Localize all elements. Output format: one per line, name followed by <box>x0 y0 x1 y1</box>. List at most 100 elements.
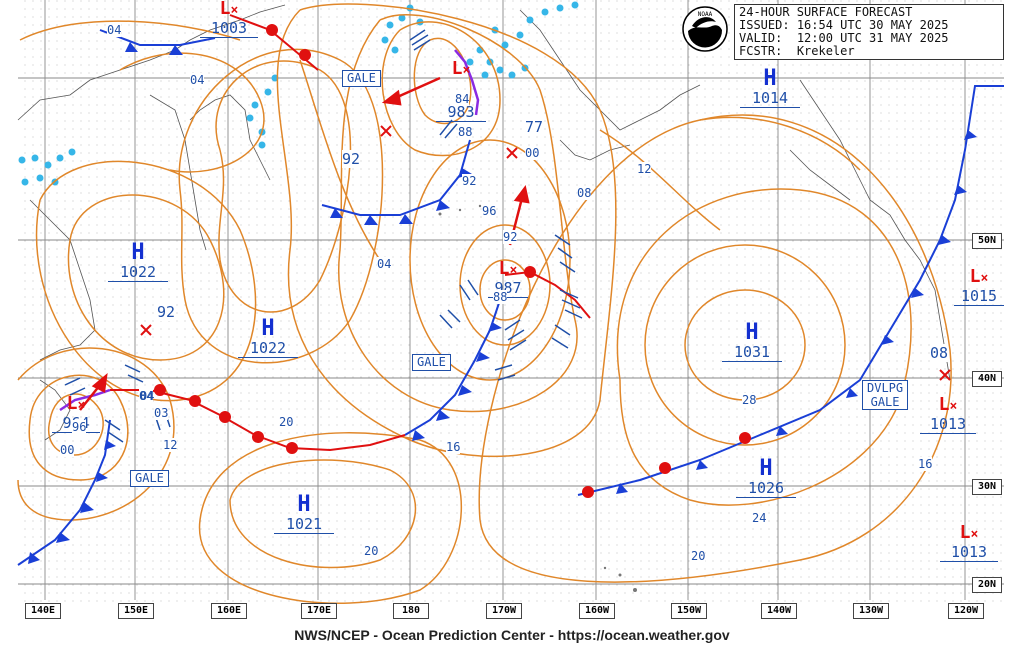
longitude-label: 140W <box>761 603 797 619</box>
high-pressure-value: 1031 <box>722 344 782 362</box>
isobar-label: 16 <box>918 457 933 471</box>
warm-front-bumps <box>154 24 751 498</box>
islands <box>438 204 637 592</box>
isobar-label: 92 <box>157 303 176 321</box>
longitude-label: 130W <box>853 603 889 619</box>
low-pressure-bering: L× 983 <box>436 60 486 122</box>
graticule <box>18 0 1004 600</box>
gale-warning-central: GALE <box>412 354 451 371</box>
cold-front-barbs <box>28 42 977 564</box>
low-pressure-oregon: L× 1015 <box>954 268 1004 306</box>
wind-barbs <box>64 29 583 443</box>
low-pressure-value: 1015 <box>954 288 1004 306</box>
high-pressure-northeast-pacific: H 1031 <box>722 322 782 362</box>
isobar-label: 96 <box>482 204 497 218</box>
low-pressure-value: 1013 <box>920 416 976 434</box>
high-symbol: H <box>297 492 311 517</box>
gale-warning-bering: GALE <box>342 70 381 87</box>
high-symbol: H <box>745 320 759 345</box>
isobar-label: 04 <box>139 389 154 403</box>
high-pressure-center-west: H 1022 <box>238 318 298 358</box>
coastlines <box>17 4 951 441</box>
low-pressure-value: 983 <box>436 104 486 122</box>
issued-value: 16:54 UTC 30 MAY 2025 <box>796 18 949 32</box>
isobar-label: 88 <box>493 290 508 304</box>
position-marks <box>140 125 951 381</box>
longitude-label: 180 <box>393 603 429 619</box>
gale-label: GALE <box>870 395 900 409</box>
longitude-label: 150E <box>118 603 154 619</box>
developing-gale-warning: DVLPG GALE <box>862 380 909 410</box>
longitude-label: 140E <box>25 603 61 619</box>
longitude-label: 170E <box>301 603 337 619</box>
isobar-label: 84 <box>455 92 470 106</box>
low-pressure-baja: L× 1013 <box>940 524 998 562</box>
isobar-label: 92 <box>342 150 361 168</box>
isobar-label: 12 <box>163 438 178 452</box>
footer-credit: NWS/NCEP - Ocean Prediction Center - htt… <box>294 627 730 643</box>
isobar-label: 24 <box>752 511 767 525</box>
high-pressure-value: 1022 <box>238 340 298 358</box>
gale-warning-west: GALE <box>130 470 169 487</box>
isobar-label: 12 <box>637 162 652 176</box>
developing-label: DVLPG <box>867 381 904 395</box>
high-symbol: H <box>131 240 145 265</box>
occluded-fronts <box>59 49 480 412</box>
isobar-label: 04 <box>140 389 155 403</box>
low-symbol-icon: L× <box>938 394 958 415</box>
isobar-label: 00 <box>60 443 75 457</box>
isobar-label: 28 <box>742 393 757 407</box>
longitude-label: 160W <box>579 603 615 619</box>
svg-text:NOAA: NOAA <box>698 11 713 18</box>
isobar-label: 04 <box>190 73 205 87</box>
forecast-title: 24-HOUR SURFACE FORECAST <box>739 5 913 19</box>
issued-label: ISSUED: <box>739 18 790 32</box>
valid-value: 12:00 UTC 31 MAY 2025 <box>796 31 949 45</box>
isobar-label: 16 <box>446 440 461 454</box>
isobar-label: 08 <box>930 344 949 362</box>
forecaster-row: FCSTR: Krekeler <box>739 45 999 58</box>
high-symbol: H <box>763 66 777 91</box>
isobar-label: 20 <box>364 544 379 558</box>
low-symbol-icon: L× <box>219 0 239 19</box>
low-symbol-icon: L× <box>959 522 979 543</box>
longitude-label: 160E <box>211 603 247 619</box>
high-pressure-value: 1022 <box>108 264 168 282</box>
longitude-label: 150W <box>671 603 707 619</box>
forecaster-value: Krekeler <box>796 44 855 58</box>
longitude-label: 120W <box>948 603 984 619</box>
isobar-label: 00 <box>525 146 540 160</box>
high-symbol: H <box>759 456 773 481</box>
map-background <box>18 0 1004 608</box>
isobar-label: 92 <box>503 230 518 244</box>
high-pressure-south: H 1021 <box>274 494 334 534</box>
high-symbol: H <box>261 316 275 341</box>
high-pressure-value: 1026 <box>736 480 796 498</box>
latitude-label: 20N <box>972 577 1002 593</box>
isobar-label: 20 <box>279 415 294 429</box>
isobar-label: 88 <box>458 125 473 139</box>
low-pressure-north: L× 1003 <box>200 0 258 38</box>
isobar-label: 04 <box>107 23 122 37</box>
issued-row: ISSUED: 16:54 UTC 30 MAY 2025 <box>739 19 999 32</box>
forecast-info-box: 24-HOUR SURFACE FORECAST ISSUED: 16:54 U… <box>734 4 1004 60</box>
isobars <box>17 3 952 604</box>
high-pressure-gulf-of-alaska: H 1014 <box>740 68 800 108</box>
map-canvas <box>17 0 1004 608</box>
high-pressure-east-south: H 1026 <box>736 458 796 498</box>
high-pressure-value: 1021 <box>274 516 334 534</box>
isobar-label: 08 <box>577 186 592 200</box>
noaa-logo-icon: NOAA <box>682 6 728 52</box>
low-symbol-icon: L× <box>66 393 86 414</box>
low-symbol-icon: L× <box>451 58 471 79</box>
low-symbol-icon: L× <box>969 266 989 287</box>
isobar-label: 77 <box>525 118 544 136</box>
low-symbol-icon: L× <box>498 258 518 279</box>
high-pressure-nw: H 1022 <box>108 242 168 282</box>
high-pressure-value: 1014 <box>740 90 800 108</box>
isobar-label: 20 <box>691 549 706 563</box>
low-pressure-value: 1003 <box>200 20 258 38</box>
forecaster-label: FCSTR: <box>739 44 783 58</box>
weather-map <box>17 0 1004 608</box>
isobar-label: 04 <box>377 257 392 271</box>
